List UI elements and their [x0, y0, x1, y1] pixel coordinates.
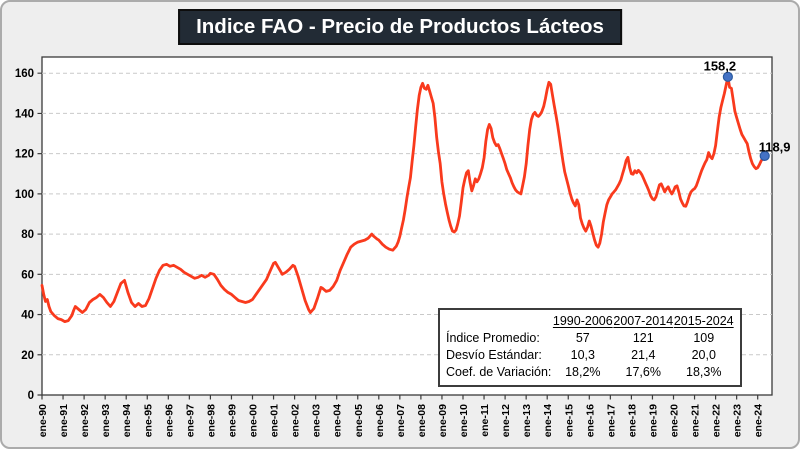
x-tick-label: ene-97: [184, 404, 196, 437]
x-tick-label: ene-10: [458, 404, 470, 437]
x-tick-label: ene-03: [311, 404, 323, 437]
last-marker: [759, 150, 770, 161]
stat-value: 10,3: [570, 348, 595, 362]
x-tick-label: ene-12: [500, 404, 512, 437]
x-tick-label: ene-18: [626, 404, 638, 437]
y-tick-label: 100: [15, 189, 34, 201]
x-tick-label: ene-13: [521, 404, 533, 437]
x-tick-label: ene-19: [647, 404, 659, 437]
stat-value: 18,2%: [565, 365, 601, 379]
stats-table: 1990-2006 2007-2014 2015-2024 Índice Pro…: [446, 313, 734, 381]
stat-value: 121: [632, 331, 654, 345]
x-tick-label: ene-95: [142, 404, 154, 437]
x-tick-label: ene-96: [163, 404, 175, 437]
stats-corner-cell: [446, 313, 553, 330]
x-tick-label: ene-05: [353, 404, 365, 437]
stat-value: 21,4: [631, 348, 656, 362]
x-tick-label: ene-08: [416, 404, 428, 437]
y-tick-label: 60: [21, 269, 34, 281]
y-tick-label: 160: [15, 68, 34, 80]
y-tick-label: 40: [21, 310, 34, 322]
price-line: [40, 75, 767, 323]
x-tick-label: ene-14: [542, 404, 554, 437]
x-tick-label: ene-11: [479, 404, 491, 437]
x-tick-label: ene-91: [58, 404, 70, 437]
stats-period-header: 2015-2024: [673, 314, 734, 328]
stat-row-label: Desvío Estándar:: [446, 348, 542, 362]
stat-value: 109: [693, 331, 715, 345]
x-tick-label: ene-92: [79, 404, 91, 437]
x-tick-label: ene-01: [269, 404, 281, 437]
x-tick-label: ene-06: [374, 404, 386, 437]
table-row: Índice Promedio: 57 121 109: [446, 330, 734, 347]
stats-inset-box: 1990-2006 2007-2014 2015-2024 Índice Pro…: [438, 308, 742, 387]
x-tick-label: ene-16: [584, 404, 596, 437]
stats-period-header: 2007-2014: [613, 314, 674, 328]
peak-annotation-label: 158,2: [704, 58, 737, 73]
stat-value: 17,6%: [625, 365, 661, 379]
x-tick-label: ene-99: [226, 404, 238, 437]
x-tick-label: ene-23: [732, 404, 744, 437]
stats-period-header: 1990-2006: [552, 314, 613, 328]
x-tick-label: ene-09: [437, 404, 449, 437]
stat-row-label: Coef. de Variación:: [446, 365, 552, 379]
last-annotation-label: 118,9: [759, 139, 791, 154]
x-tick-label: ene-22: [711, 404, 723, 437]
peak-marker: [722, 71, 733, 82]
y-tick-label: 120: [15, 149, 34, 161]
y-tick-label: 20: [21, 350, 34, 362]
x-tick-label: ene-04: [332, 404, 344, 437]
table-row: Desvío Estándar: 10,3 21,4 20,0: [446, 347, 734, 364]
stat-value: 18,3%: [686, 365, 722, 379]
stat-value: 20,0: [691, 348, 716, 362]
table-row: Coef. de Variación: 18,2% 17,6% 18,3%: [446, 364, 734, 381]
x-tick-label: ene-93: [100, 404, 112, 437]
x-tick-label: ene-00: [248, 404, 260, 437]
x-tick-label: ene-15: [563, 404, 575, 437]
x-tick-label: ene-21: [690, 404, 702, 437]
x-tick-label: ene-02: [290, 404, 302, 437]
y-tick-label: 0: [28, 390, 34, 402]
page-title: Indice FAO - Precio de Productos Lácteos: [178, 9, 622, 45]
x-tick-label: ene-07: [395, 404, 407, 437]
x-tick-label: ene-20: [669, 404, 681, 437]
stat-value: 57: [575, 331, 590, 345]
x-tick-label: ene-90: [37, 404, 49, 437]
x-tick-label: ene-98: [205, 404, 217, 437]
x-tick-label: ene-94: [121, 404, 133, 437]
stat-row-label: Índice Promedio:: [446, 331, 540, 345]
x-tick-label: ene-17: [605, 404, 617, 437]
y-tick-label: 140: [15, 108, 34, 120]
y-tick-label: 80: [21, 229, 34, 241]
x-tick-label: ene-24: [753, 404, 765, 437]
